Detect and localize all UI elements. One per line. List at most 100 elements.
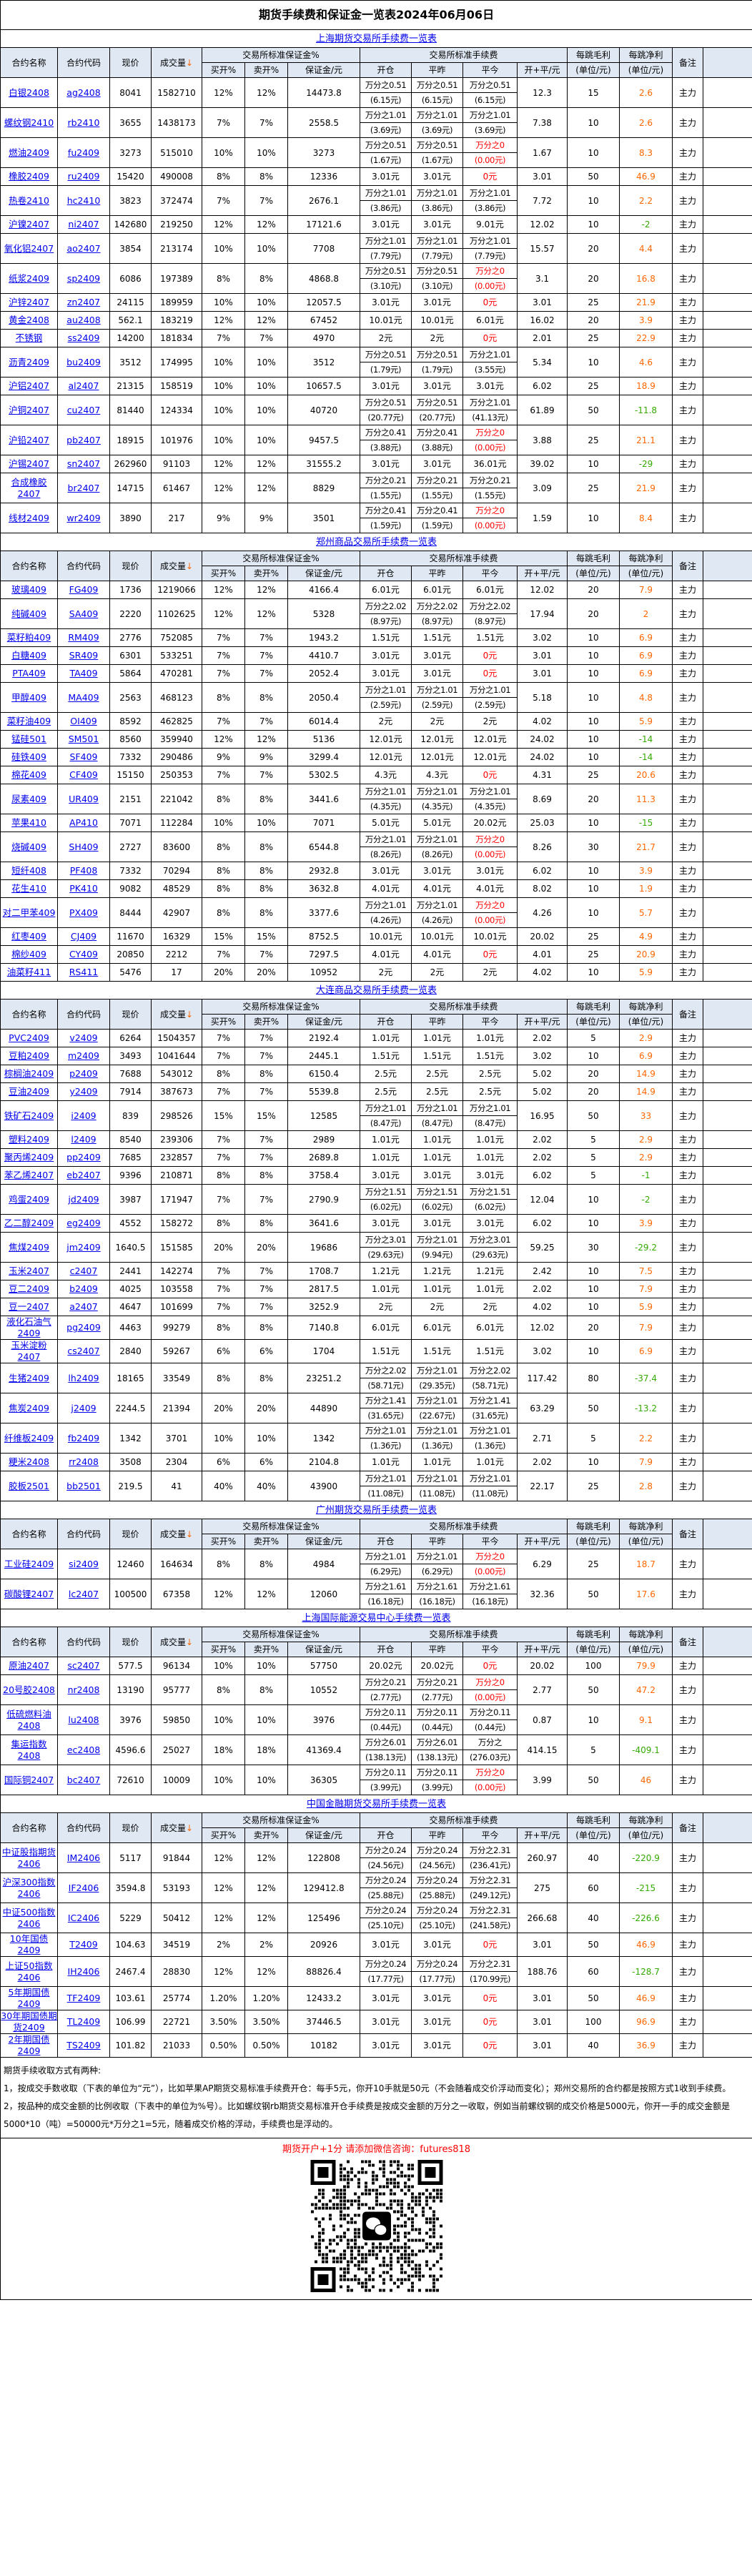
contract-code-link[interactable]: TA409: [69, 668, 98, 678]
contract-name-link[interactable]: 沪铜2407: [9, 404, 49, 415]
contract-name-link[interactable]: 中证500指数2406: [2, 1906, 56, 1929]
contract-name-link[interactable]: 豆一2407: [9, 1301, 49, 1312]
contract-name-link[interactable]: 橡胶2409: [9, 171, 49, 182]
section-title-link[interactable]: 大连商品交易所手续费一览表: [316, 984, 437, 996]
contract-code-link[interactable]: si2409: [69, 1558, 99, 1569]
contract-code-link[interactable]: cu2407: [66, 404, 101, 415]
contract-code-link[interactable]: IM2406: [66, 1852, 101, 1863]
contract-code-link[interactable]: SH409: [69, 841, 99, 852]
contract-code-link[interactable]: UR409: [69, 793, 99, 804]
contract-name-link[interactable]: 锰硅501: [11, 734, 46, 744]
contract-name-link[interactable]: 棉花409: [11, 769, 46, 780]
contract-name-link[interactable]: 纤维板2409: [4, 1432, 54, 1444]
contract-code-link[interactable]: j2409: [71, 1402, 97, 1413]
contract-code-link[interactable]: lu2408: [68, 1714, 99, 1725]
contract-code-link[interactable]: cs2407: [67, 1346, 100, 1356]
contract-code-link[interactable]: b2409: [69, 1283, 98, 1294]
contract-code-link[interactable]: SA409: [69, 608, 99, 619]
contract-name-link[interactable]: 对二甲苯409: [2, 907, 56, 918]
contract-name-link[interactable]: 乙二醇2409: [4, 1218, 54, 1228]
contract-code-link[interactable]: sn2407: [66, 458, 101, 469]
contract-name-link[interactable]: 纸浆2409: [9, 272, 49, 284]
contract-name-link[interactable]: 热卷2410: [9, 194, 49, 206]
contract-code-link[interactable]: PF408: [69, 865, 98, 876]
contract-name-link[interactable]: 螺纹钢2410: [4, 117, 54, 128]
column-header-volume[interactable]: 成交量↓: [151, 999, 202, 1030]
contract-code-link[interactable]: IF2406: [68, 1882, 99, 1893]
contract-name-link[interactable]: 烧碱409: [11, 841, 46, 852]
contract-code-link[interactable]: TS2409: [66, 2040, 101, 2051]
contract-name-link[interactable]: 沪锡2407: [9, 458, 49, 469]
contract-code-link[interactable]: lc2407: [68, 1588, 99, 1599]
contract-code-link[interactable]: jd2409: [68, 1193, 99, 1205]
contract-name-link[interactable]: 工业硅2409: [4, 1558, 54, 1569]
contract-name-link[interactable]: 焦煤2409: [9, 1241, 49, 1253]
contract-name-link[interactable]: 玻璃409: [11, 584, 46, 595]
contract-name-link[interactable]: 焦炭2409: [9, 1402, 49, 1413]
contract-code-link[interactable]: br2407: [67, 482, 100, 493]
contract-name-link[interactable]: 红枣409: [11, 931, 46, 942]
contract-name-link[interactable]: 棉纱409: [11, 949, 46, 959]
contract-code-link[interactable]: T2409: [69, 1939, 98, 1950]
contract-name-link[interactable]: 白银2408: [9, 87, 49, 98]
contract-name-link[interactable]: 沥青2409: [9, 356, 49, 367]
contract-code-link[interactable]: ru2409: [67, 171, 100, 182]
contract-code-link[interactable]: al2407: [68, 380, 99, 391]
sort-down-arrow-icon[interactable]: ↓: [185, 1529, 194, 1539]
contract-name-link[interactable]: 粳米2408: [9, 1456, 49, 1467]
contract-name-link[interactable]: 聚丙烯2409: [4, 1152, 54, 1163]
contract-name-link[interactable]: 低硫燃料油2408: [6, 1708, 51, 1731]
contract-name-link[interactable]: 中证股指期货2406: [1, 1846, 56, 1869]
contract-name-link[interactable]: 铁矿石2409: [4, 1110, 54, 1121]
contract-name-link[interactable]: 豆二2409: [9, 1283, 49, 1294]
contract-code-link[interactable]: y2409: [69, 1086, 98, 1097]
column-header-volume[interactable]: 成交量↓: [151, 1519, 202, 1549]
contract-name-link[interactable]: 线材2409: [9, 512, 49, 523]
column-header-volume[interactable]: 成交量↓: [151, 551, 202, 581]
contract-code-link[interactable]: sp2409: [66, 272, 101, 284]
contract-name-link[interactable]: 沪铝2407: [9, 380, 49, 391]
contract-code-link[interactable]: eg2409: [66, 1218, 101, 1228]
contract-code-link[interactable]: a2407: [69, 1301, 98, 1312]
contract-name-link[interactable]: 10年国债2409: [9, 1933, 49, 1955]
contract-name-link[interactable]: 棕榈油2409: [4, 1068, 54, 1079]
contract-code-link[interactable]: rb2410: [67, 117, 100, 128]
contract-name-link[interactable]: 玉米2407: [9, 1265, 49, 1276]
sort-down-arrow-icon[interactable]: ↓: [185, 561, 194, 571]
contract-name-link[interactable]: 鸡蛋2409: [9, 1193, 49, 1205]
contract-name-link[interactable]: 碳酸锂2407: [4, 1588, 54, 1599]
contract-code-link[interactable]: ni2407: [68, 219, 99, 230]
contract-code-link[interactable]: IH2406: [67, 1965, 100, 1977]
contract-name-link[interactable]: 国际铜2407: [4, 1774, 54, 1785]
contract-name-link[interactable]: PTA409: [12, 668, 46, 678]
contract-name-link[interactable]: 5年期国债2409: [8, 1987, 50, 2009]
contract-code-link[interactable]: hc2410: [66, 194, 101, 206]
contract-code-link[interactable]: au2408: [66, 315, 101, 325]
contract-code-link[interactable]: fb2409: [67, 1432, 100, 1444]
contract-name-link[interactable]: 纯碱409: [11, 608, 46, 619]
contract-code-link[interactable]: sc2407: [67, 1660, 100, 1671]
contract-code-link[interactable]: bc2407: [66, 1774, 101, 1785]
contract-name-link[interactable]: 原油2407: [9, 1660, 49, 1671]
section-title-link[interactable]: 郑州商品交易所手续费一览表: [316, 536, 437, 548]
section-title-link[interactable]: 中国金融期货交易所手续费一览表: [307, 1798, 447, 1810]
contract-name-link[interactable]: 玉米淀粉2407: [11, 1340, 47, 1362]
column-header-volume[interactable]: 成交量↓: [151, 1812, 202, 1843]
contract-name-link[interactable]: 20号胶2408: [3, 1684, 55, 1695]
contract-code-link[interactable]: l2409: [71, 1134, 97, 1145]
contract-name-link[interactable]: 短纤408: [11, 865, 46, 876]
contract-name-link[interactable]: 沪深300指数2406: [2, 1876, 56, 1899]
contract-code-link[interactable]: RS411: [69, 967, 99, 977]
contract-name-link[interactable]: 上证50指数2406: [5, 1960, 53, 1983]
contract-name-link[interactable]: PVC2409: [9, 1032, 49, 1043]
contract-code-link[interactable]: rr2408: [69, 1456, 99, 1467]
contract-code-link[interactable]: c2407: [69, 1265, 98, 1276]
column-header-volume[interactable]: 成交量↓: [151, 47, 202, 78]
contract-name-link[interactable]: 沪铅2407: [9, 434, 49, 445]
contract-code-link[interactable]: i2409: [71, 1110, 97, 1121]
sort-down-arrow-icon[interactable]: ↓: [185, 1822, 194, 1833]
contract-name-link[interactable]: 苯乙烯2407: [4, 1170, 54, 1180]
contract-code-link[interactable]: CJ409: [70, 931, 97, 942]
contract-name-link[interactable]: 2年期国债2409: [8, 2034, 50, 2056]
contract-code-link[interactable]: AP410: [69, 817, 98, 828]
